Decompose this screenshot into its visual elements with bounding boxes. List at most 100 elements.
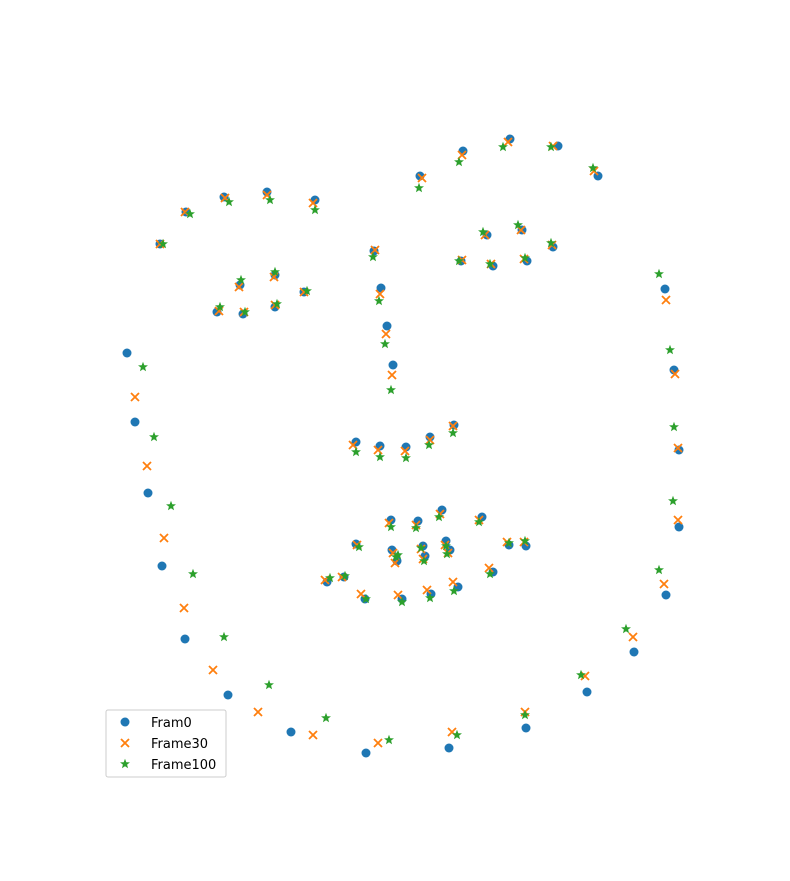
data-point-frame100 [264, 679, 274, 690]
data-point-frame30 [457, 150, 467, 160]
data-point-fram0 [223, 690, 233, 700]
data-point-frame30 [381, 329, 391, 339]
series-frame30 [130, 137, 683, 748]
data-point-fram0 [180, 634, 190, 644]
data-point-frame100 [654, 564, 664, 575]
data-point-fram0 [521, 723, 531, 733]
data-point-frame100 [411, 522, 421, 533]
data-point-fram0 [444, 743, 454, 753]
data-point-frame100 [442, 548, 452, 559]
data-point-frame100 [340, 570, 350, 581]
data-point-frame30 [130, 392, 140, 402]
data-point-fram0 [437, 505, 447, 515]
legend-marker-fram0 [120, 717, 130, 727]
data-point-frame100 [393, 549, 403, 560]
data-point-frame100 [188, 568, 198, 579]
data-point-frame100 [654, 268, 664, 279]
data-point-frame100 [485, 568, 495, 579]
data-point-frame100 [265, 194, 275, 205]
data-point-frame30 [308, 198, 318, 208]
data-point-frame100 [270, 266, 280, 277]
data-point-frame100 [546, 237, 556, 248]
legend: Fram0 Frame30 Frame100 [105, 709, 227, 778]
legend-entry-frame30: Frame30 [120, 737, 208, 752]
data-point-frame100 [401, 452, 411, 463]
data-point-frame100 [669, 421, 679, 432]
legend-marker-frame100 [120, 758, 130, 769]
data-point-frame100 [310, 204, 320, 215]
data-point-frame100 [272, 298, 282, 309]
data-point-frame100 [520, 252, 530, 263]
data-point-frame100 [546, 141, 556, 152]
data-point-frame100 [138, 361, 148, 372]
data-point-frame30 [448, 577, 458, 587]
data-point-frame30 [670, 369, 680, 379]
data-point-frame30 [348, 440, 358, 450]
data-point-frame100 [425, 592, 435, 603]
data-point-frame100 [361, 593, 371, 604]
data-point-fram0 [629, 647, 639, 657]
data-point-frame30 [375, 289, 385, 299]
legend-label: Fram0 [151, 716, 192, 731]
data-point-frame100 [351, 446, 361, 457]
data-point-frame30 [400, 446, 410, 456]
data-point-frame30 [628, 632, 638, 642]
data-point-frame100 [454, 156, 464, 167]
data-point-frame30 [208, 665, 218, 675]
data-point-frame30 [390, 558, 400, 568]
data-point-frame30 [356, 589, 366, 599]
data-point-fram0 [660, 284, 670, 294]
data-point-frame30 [661, 295, 671, 305]
data-point-frame30 [673, 515, 683, 525]
data-point-frame30 [370, 245, 380, 255]
series-frame100 [138, 141, 679, 745]
data-point-frame100 [424, 439, 434, 450]
data-point-frame100 [520, 535, 530, 546]
legend-marker-frame30 [120, 738, 130, 748]
data-point-frame100 [478, 226, 488, 237]
data-point-frame100 [368, 251, 378, 262]
data-point-frame30 [159, 533, 169, 543]
data-point-frame100 [384, 734, 394, 745]
data-point-fram0 [413, 516, 423, 526]
data-point-fram0 [661, 590, 671, 600]
data-point-fram0 [375, 441, 385, 451]
data-point-frame100 [576, 669, 586, 680]
data-point-frame30 [373, 738, 383, 748]
data-point-frame30 [142, 461, 152, 471]
data-point-frame100 [434, 511, 444, 522]
data-point-frame30 [448, 421, 458, 431]
series-fram0 [122, 134, 684, 758]
data-point-frame30 [484, 563, 494, 573]
data-point-frame30 [422, 585, 432, 595]
data-point-frame30 [387, 370, 397, 380]
data-point-frame30 [234, 282, 244, 292]
data-point-frame100 [588, 162, 598, 173]
data-point-frame100 [386, 521, 396, 532]
data-point-frame100 [419, 555, 429, 566]
data-point-frame100 [224, 196, 234, 207]
data-point-frame100 [498, 141, 508, 152]
data-point-fram0 [388, 360, 398, 370]
data-point-frame100 [386, 384, 396, 395]
data-point-frame30 [417, 173, 427, 183]
data-point-frame100 [621, 623, 631, 634]
data-point-frame100 [325, 572, 335, 583]
data-point-fram0 [382, 321, 392, 331]
data-point-fram0 [674, 522, 684, 532]
data-point-frame100 [374, 295, 384, 306]
data-point-frame30 [659, 579, 669, 589]
data-point-frame100 [321, 712, 331, 723]
data-point-frame100 [454, 255, 464, 266]
data-point-fram0 [143, 488, 153, 498]
data-point-frame100 [240, 306, 250, 317]
data-point-frame100 [302, 285, 312, 296]
data-point-frame30 [425, 435, 435, 445]
data-point-frame100 [448, 427, 458, 438]
data-point-frame100 [416, 542, 426, 553]
data-point-frame30 [180, 207, 190, 217]
data-point-fram0 [122, 348, 132, 358]
data-point-fram0 [582, 687, 592, 697]
data-point-frame30 [253, 707, 263, 717]
